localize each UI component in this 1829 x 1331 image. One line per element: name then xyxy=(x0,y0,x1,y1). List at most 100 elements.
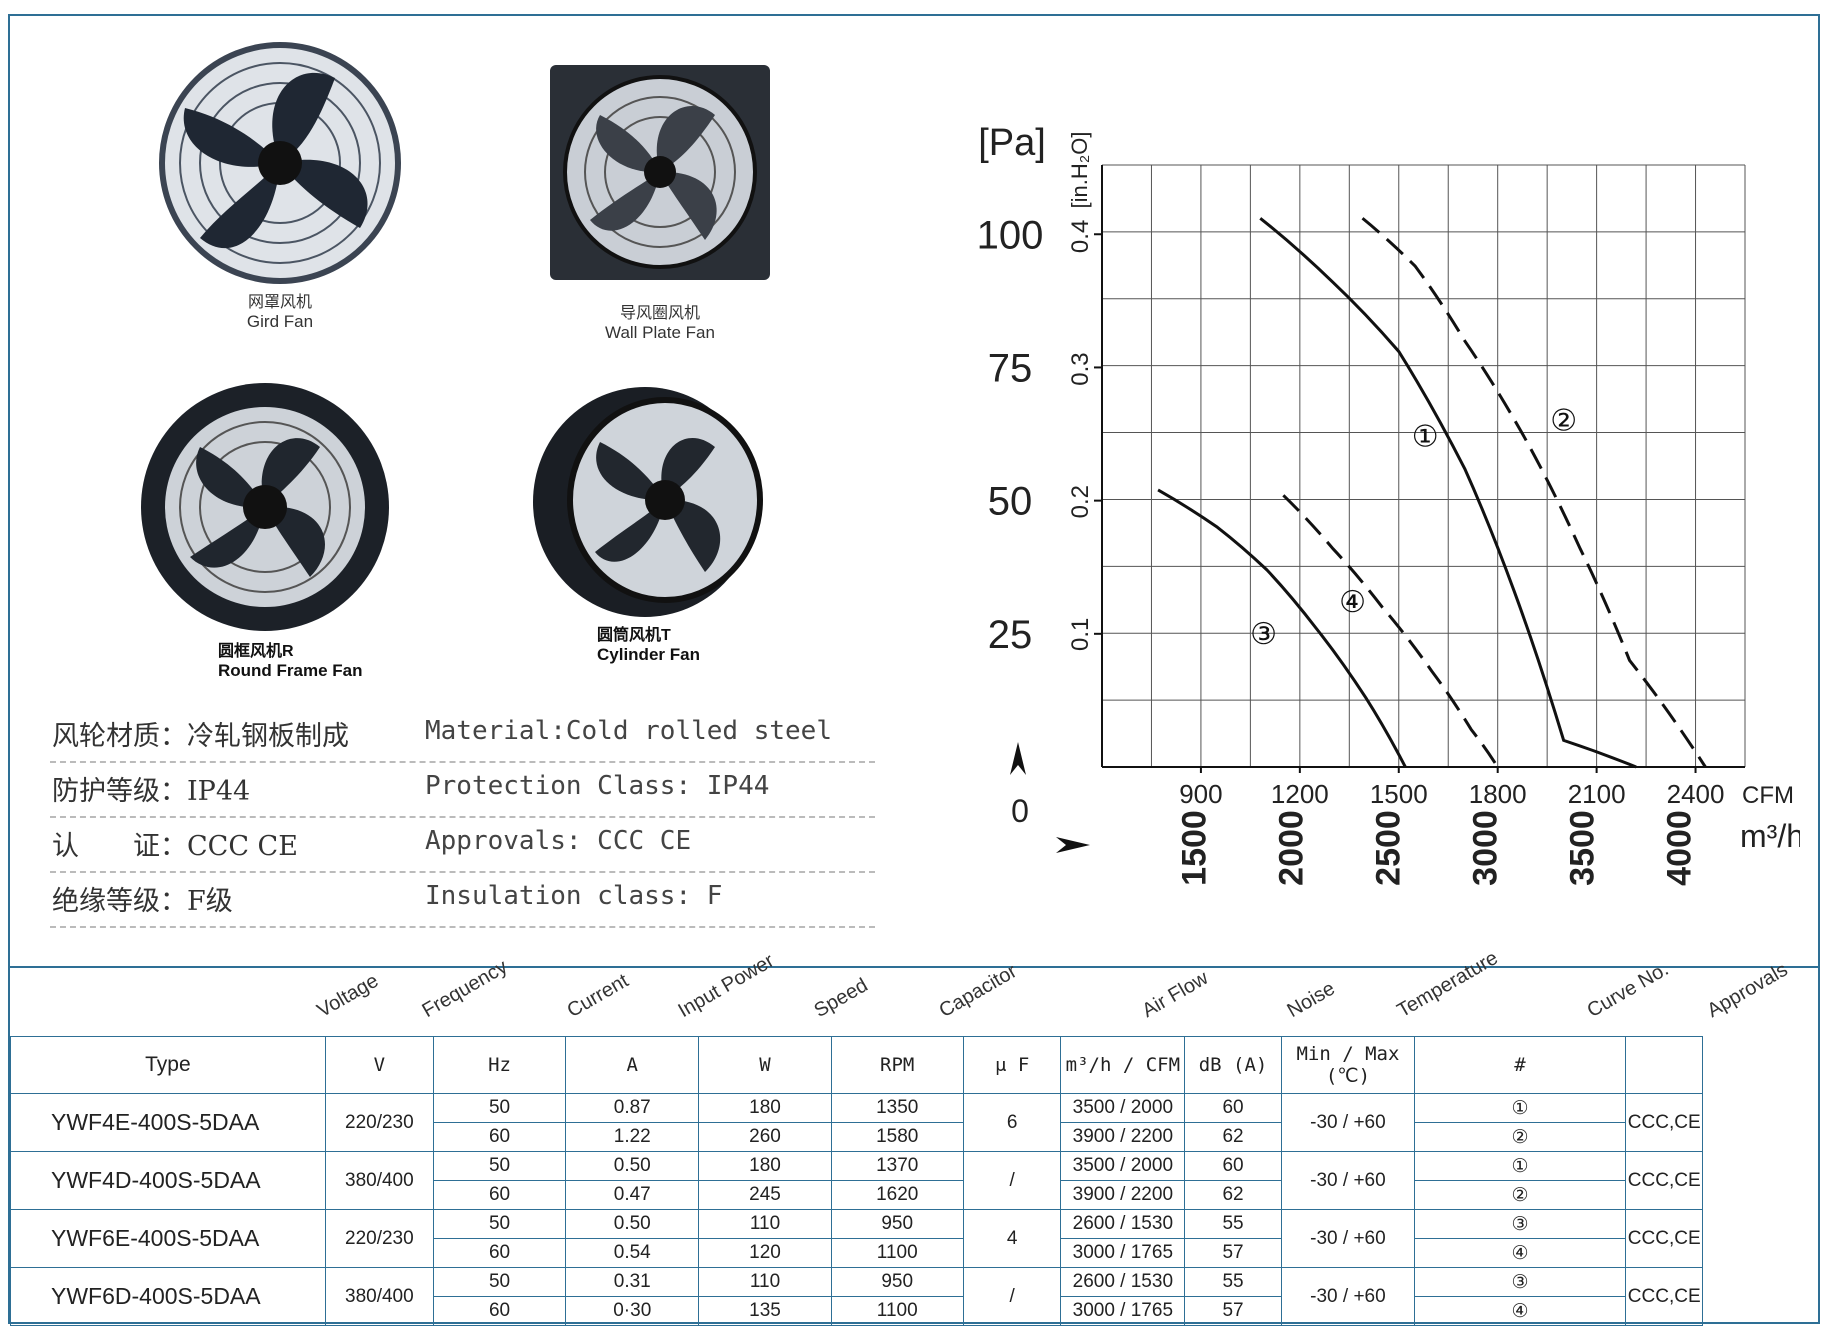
spec-insulation: 绝缘等级：F级 Insulation class: F xyxy=(50,873,875,928)
approvals: CCC,CE xyxy=(1624,1093,1704,1152)
current: 1.22 xyxy=(565,1122,700,1152)
spec-protection-en: Protection Class: IP44 xyxy=(425,771,770,801)
air-flow: 3000 / 1765 xyxy=(1060,1296,1186,1326)
up-arrow-icon xyxy=(1010,742,1026,775)
model-type: YWF6E-400S-5DAA xyxy=(10,1209,326,1268)
y-tick-pa: 25 xyxy=(988,613,1033,657)
frequency: 50 xyxy=(432,1151,567,1181)
frequency: 50 xyxy=(432,1267,567,1297)
y-tick-pa: 75 xyxy=(988,346,1033,390)
x-tick-m3h: 1500 xyxy=(1175,810,1213,886)
approvals: CCC,CE xyxy=(1624,1151,1704,1210)
temperature: -30 / +60 xyxy=(1280,1209,1416,1268)
input-power: 110 xyxy=(698,1267,832,1297)
input-power: 245 xyxy=(698,1180,832,1210)
curve-4-line xyxy=(1282,494,1499,768)
x-tick-cfm: 1500 xyxy=(1370,779,1428,809)
air-flow: 3500 / 2000 xyxy=(1060,1093,1186,1123)
curve-2-line xyxy=(1361,217,1707,768)
right-arrow-icon xyxy=(1056,837,1090,853)
wall-plate-fan-en: Wall Plate Fan xyxy=(605,323,715,342)
current: 0.31 xyxy=(565,1267,700,1297)
gird-fan: 网罩风机 Gird Fan xyxy=(140,38,420,332)
unit-cell: # xyxy=(1414,1036,1626,1094)
frequency: 50 xyxy=(432,1093,567,1123)
input-power: 180 xyxy=(698,1151,832,1181)
speed: 1100 xyxy=(830,1238,964,1268)
input-power: 260 xyxy=(698,1122,832,1152)
speed: 950 xyxy=(830,1267,964,1297)
current: 0.87 xyxy=(565,1093,700,1123)
spec-approvals: 认 证：CCC CE Approvals: CCC CE xyxy=(50,818,875,873)
table-row: 60 0·30 135 1100 3000 / 1765 57 ④ xyxy=(11,1296,1819,1326)
unit-cell: W xyxy=(698,1036,832,1094)
speed: 950 xyxy=(830,1209,964,1239)
curve-3-label: ③ xyxy=(1250,617,1277,652)
curve-no: ① xyxy=(1414,1093,1626,1123)
round-frame-fan-image xyxy=(141,383,389,631)
table-row: 60 1.22 260 1580 3900 / 2200 62 ② xyxy=(11,1122,1819,1152)
curve-no: ③ xyxy=(1414,1267,1626,1297)
x-tick-m3h: 2500 xyxy=(1369,810,1407,886)
table-row: YWF6D-400S-5DAA 380/400 50 0.31 110 950/2600 … xyxy=(10,1267,1819,1326)
x-tick-cfm: 2100 xyxy=(1568,779,1626,809)
noise: 55 xyxy=(1184,1209,1282,1239)
cylinder-fan-image xyxy=(533,387,763,617)
spec-protection-cn: 防护等级：IP44 xyxy=(52,776,251,807)
y-unit-pa: [Pa] xyxy=(978,122,1046,164)
x-unit-m3h: m³/h xyxy=(1740,818,1800,854)
capacitor: / xyxy=(962,1267,1062,1326)
curve-1-label: ① xyxy=(1412,420,1439,455)
table-row: 60 0.54 120 1100 3000 / 1765 57 ④ xyxy=(11,1238,1819,1268)
unit-cell: Hz xyxy=(432,1036,567,1094)
table-row: YWF4D-400S-5DAA 380/400 50 0.50 180 1370/3500… xyxy=(10,1151,1819,1210)
x-tick-m3h: 4000 xyxy=(1660,810,1698,886)
cylinder-fan-cn: 圆筒风机T xyxy=(597,627,671,644)
frequency: 60 xyxy=(432,1122,567,1152)
y-tick-inh2o: 0.3 xyxy=(1067,352,1094,385)
approvals: CCC,CE xyxy=(1624,1267,1704,1326)
origin-label: 0 xyxy=(1011,793,1029,829)
approvals: CCC,CE xyxy=(1624,1209,1704,1268)
model-type: YWF6D-400S-5DAA xyxy=(10,1267,326,1326)
noise: 62 xyxy=(1184,1122,1282,1152)
x-unit-cfm: CFM xyxy=(1742,782,1794,809)
wall-plate-fan: 导风圈风机 Wall Plate Fan xyxy=(520,60,800,343)
noise: 62 xyxy=(1184,1180,1282,1210)
frequency: 60 xyxy=(432,1180,567,1210)
frequency: 60 xyxy=(432,1296,567,1326)
voltage: 220/230 xyxy=(324,1093,434,1152)
voltage: 380/400 xyxy=(324,1267,434,1326)
x-tick-cfm: 1800 xyxy=(1469,779,1527,809)
y-tick-inh2o: 0.1 xyxy=(1067,618,1094,651)
speed: 1620 xyxy=(830,1180,964,1210)
spec-insulation-en: Insulation class: F xyxy=(425,881,723,911)
voltage: 220/230 xyxy=(324,1209,434,1268)
air-flow: 2600 / 1530 xyxy=(1060,1267,1186,1297)
curve-no: ④ xyxy=(1414,1238,1626,1268)
spec-approvals-en: Approvals: CCC CE xyxy=(425,826,692,856)
temperature: -30 / +60 xyxy=(1280,1093,1416,1152)
speed: 1370 xyxy=(830,1151,964,1181)
unit-cell: A xyxy=(565,1036,700,1094)
table-top-border xyxy=(10,966,1819,968)
table-row: YWF4E-400S-5DAA 220/230 50 0.87 180 1350 6 3500… xyxy=(10,1093,1819,1152)
gird-fan-image xyxy=(159,42,401,284)
model-type: YWF4E-400S-5DAA xyxy=(10,1093,326,1152)
speed: 1580 xyxy=(830,1122,964,1152)
wall-plate-fan-cn: 导风圈风机 xyxy=(619,305,700,322)
unit-cell: RPM xyxy=(830,1036,964,1094)
noise: 57 xyxy=(1184,1238,1282,1268)
header-type: Type xyxy=(10,1036,326,1094)
speed: 1100 xyxy=(830,1296,964,1326)
y-tick-inh2o: 0.2 xyxy=(1067,485,1094,518)
capacitor: / xyxy=(962,1151,1062,1210)
input-power: 120 xyxy=(698,1238,832,1268)
curve-2-label: ② xyxy=(1550,404,1577,439)
capacitor: 4 xyxy=(962,1209,1062,1268)
curve-no: ② xyxy=(1414,1180,1626,1210)
curve-1-line xyxy=(1259,217,1637,769)
current: 0·30 xyxy=(565,1296,700,1326)
curve-no: ② xyxy=(1414,1122,1626,1152)
